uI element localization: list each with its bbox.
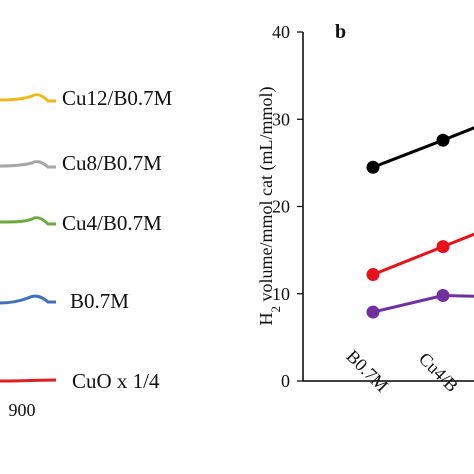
x-tick-label: Cu4/B	[415, 348, 462, 395]
y-tick-label: 20	[272, 197, 290, 217]
data-point-2-0	[366, 305, 380, 319]
legend-label-3: B0.7M	[70, 289, 129, 313]
left-panel-legend: Cu12/B0.7M Cu8/B0.7M Cu4/B0.7M B0.7M CuO x 1…	[0, 86, 173, 420]
y-tick-label: 30	[272, 109, 290, 129]
legend-line-2	[0, 216, 56, 226]
legend-line-4	[0, 378, 57, 383]
y-tick-label: 0	[281, 371, 290, 391]
left-x-tick-label: 900	[9, 400, 36, 420]
legend-label-2: Cu4/B0.7M	[62, 211, 162, 235]
x-axis: B0.7M Cu4/B	[303, 346, 474, 396]
legend-label-4: CuO x 1/4	[72, 369, 160, 393]
series-line-0	[372, 126, 474, 169]
data-point-1-1	[436, 240, 450, 254]
legend-line-0	[0, 93, 56, 103]
y-axis-title-rest: volume/mmol cat (mL/mmol)	[256, 87, 277, 306]
data-point-0-0	[366, 160, 380, 174]
right-panel-chart: b 0 10 20 30 40 B0.7M Cu4/B H2 volume/mmol ca…	[256, 21, 474, 396]
series-line-2	[372, 293, 474, 314]
y-tick-label: 10	[272, 284, 290, 304]
y-axis: 0 10 20 30 40	[272, 22, 304, 391]
plot-series	[366, 126, 474, 319]
y-axis-title: H2 volume/mmol cat (mL/mmol)	[256, 87, 283, 326]
y-axis-title-subscript: 2	[268, 306, 283, 313]
legend-line-1	[0, 160, 56, 169]
series-line-1	[372, 232, 474, 276]
data-point-0-1	[436, 133, 450, 147]
data-point-1-0	[366, 268, 380, 282]
legend-label-1: Cu8/B0.7M	[62, 151, 162, 175]
x-tick-label: B0.7M	[342, 346, 392, 396]
data-point-2-1	[436, 288, 450, 302]
legend-label-0: Cu12/B0.7M	[62, 86, 173, 110]
panel-label-b: b	[335, 21, 346, 43]
legend-line-3	[0, 294, 56, 305]
y-axis-title-main: H	[256, 312, 276, 325]
y-tick-label: 40	[272, 22, 290, 42]
